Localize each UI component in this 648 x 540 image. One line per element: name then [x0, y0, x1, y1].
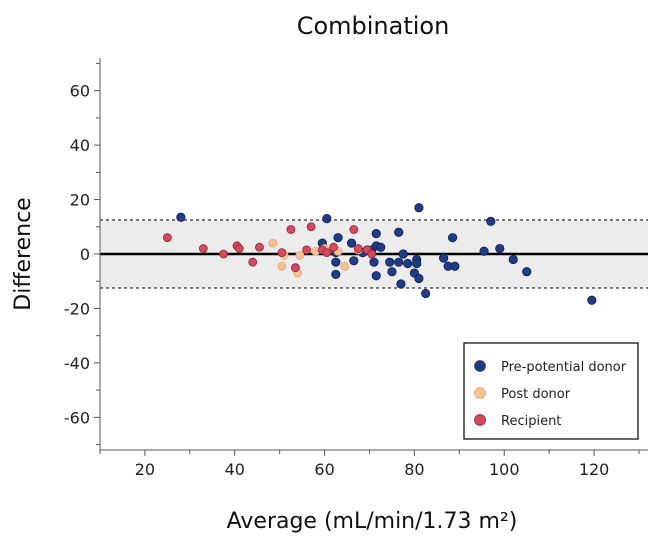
post-donor-point	[340, 261, 350, 271]
pre-potential-donor-point	[346, 238, 357, 248]
pre-potential-donor-point	[479, 246, 489, 256]
x-tick-label: 80	[404, 460, 424, 479]
y-axis-title: Difference	[11, 197, 36, 310]
chart-title: Combination	[297, 12, 450, 40]
legend-label-recipient: Recipient	[501, 414, 561, 429]
pre-potential-donor-point	[331, 269, 341, 280]
post-donor-point	[295, 250, 305, 260]
y-tick-label: -40	[64, 354, 90, 373]
pre-potential-donor-point	[331, 257, 341, 267]
pre-potential-donor-point	[322, 214, 332, 224]
recipient-point	[306, 222, 316, 232]
pre-potential-donor-point	[176, 212, 186, 222]
pre-potential-donor-point	[371, 271, 381, 281]
pre-potential-donor-point	[369, 257, 379, 267]
pre-potential-donor-point	[414, 273, 424, 284]
legend-label-pre-potential-donor: Pre-potential donor	[501, 360, 627, 375]
pre-potential-donor-point	[387, 267, 397, 277]
pre-potential-donor-point	[587, 295, 597, 305]
recipient-point	[234, 244, 244, 253]
plot-area	[100, 203, 648, 305]
recipient-point	[286, 225, 296, 234]
post-donor-point	[277, 261, 287, 271]
points-layer	[162, 203, 597, 305]
legend-label-post-donor: Post donor	[501, 387, 571, 402]
pre-potential-donor-point	[349, 256, 359, 266]
pre-potential-donor-point	[522, 267, 532, 277]
recipient-point	[329, 242, 338, 252]
pre-potential-donor-point	[450, 261, 460, 271]
legend-marker-pre-potential-donor	[474, 360, 486, 372]
legend-marker-recipient	[474, 414, 486, 426]
legend: Pre-potential donor Post donor Recipient	[463, 342, 639, 440]
recipient-point	[353, 244, 363, 253]
y-tick-label: 60	[70, 82, 90, 101]
recipient-point	[219, 249, 228, 259]
pre-potential-donor-point	[448, 233, 458, 243]
y-axis: 60 40 20 0 -20 -40 -60	[64, 58, 101, 450]
pre-potential-donor-point	[421, 288, 431, 299]
recipient-point	[290, 263, 300, 273]
post-donor-point	[268, 238, 278, 248]
x-tick-label: 60	[314, 460, 334, 479]
y-tick-label: -20	[64, 299, 90, 318]
pre-potential-donor-point	[508, 254, 518, 265]
recipient-point	[367, 249, 377, 259]
pre-potential-donor-point	[333, 233, 343, 243]
pre-potential-donor-point	[394, 227, 404, 237]
recipient-point	[255, 242, 264, 252]
pre-potential-donor-point	[439, 253, 449, 263]
x-tick-label: 20	[135, 460, 155, 479]
recipient-point	[248, 257, 258, 267]
pre-potential-donor-point	[412, 258, 422, 269]
pre-potential-donor-point	[403, 258, 413, 269]
y-tick-label: 0	[80, 245, 90, 264]
x-tick-label: 40	[225, 460, 245, 479]
pre-potential-donor-point	[394, 257, 404, 267]
recipient-point	[198, 244, 208, 253]
pre-potential-donor-point	[398, 249, 408, 259]
y-tick-label: 20	[70, 191, 90, 210]
recipient-point	[349, 225, 359, 234]
pre-potential-donor-point	[414, 203, 424, 213]
legend-marker-post-donor	[474, 387, 486, 399]
pre-potential-donor-point	[486, 216, 496, 226]
recipient-point	[302, 245, 312, 255]
y-tick-label: 40	[70, 136, 90, 155]
legend-box	[463, 342, 639, 440]
x-tick-label: 120	[579, 460, 610, 479]
recipient-point	[322, 248, 332, 258]
recipient-point	[162, 233, 172, 243]
pre-potential-donor-point	[396, 279, 406, 289]
x-tick-label: 100	[489, 460, 520, 479]
pre-potential-donor-point	[495, 243, 505, 254]
y-tick-label: -60	[64, 408, 90, 427]
pre-potential-donor-point	[376, 242, 386, 252]
pre-potential-donor-point	[371, 228, 381, 239]
x-axis: 20 40 60 80 100 120	[99, 449, 648, 479]
recipient-point	[277, 248, 287, 258]
pre-potential-donor-point	[385, 257, 395, 267]
x-axis-title: Average (mL/min/1.73 m²)	[227, 509, 518, 534]
